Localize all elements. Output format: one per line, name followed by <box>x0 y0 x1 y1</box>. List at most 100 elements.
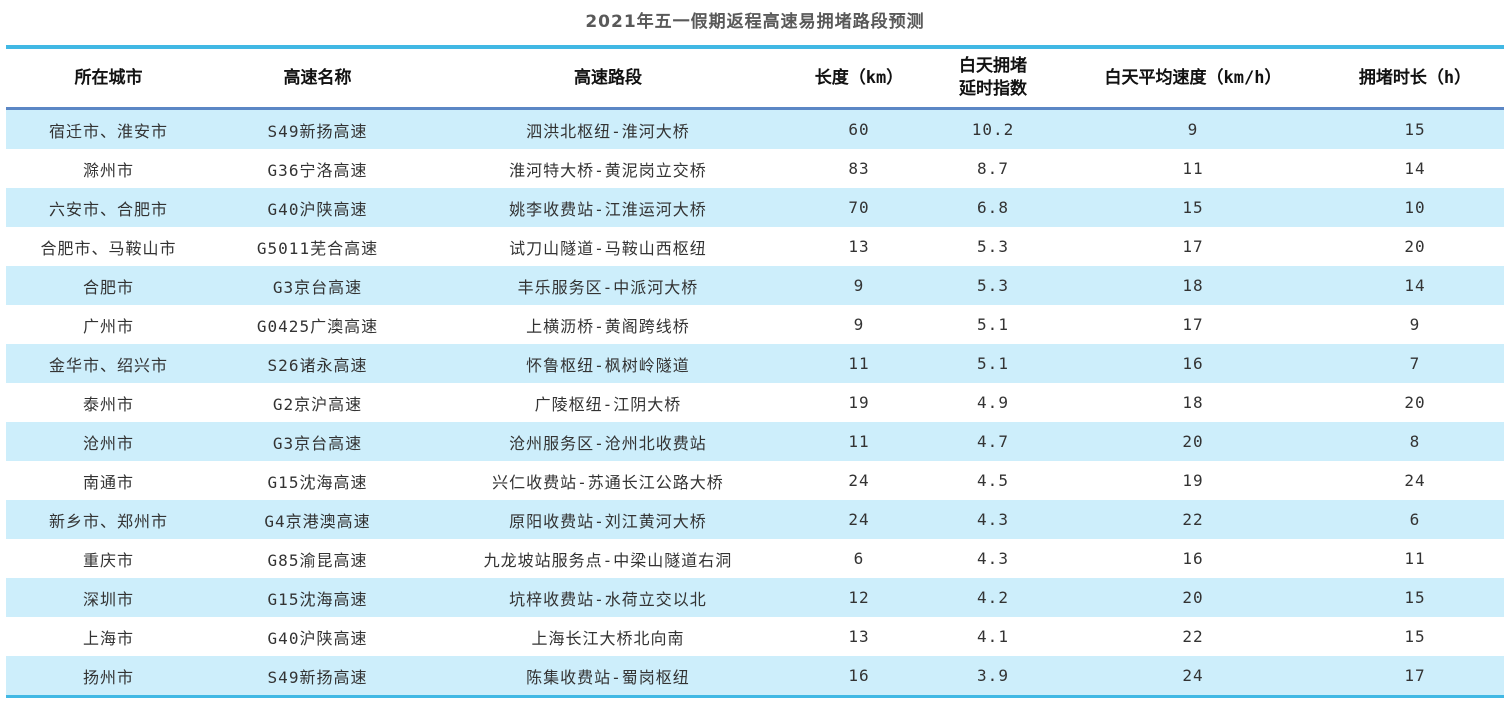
table-row: 滁州市 G36宁洛高速 淮河特大桥-黄泥岗立交桥 83 8.7 11 14 <box>6 149 1504 188</box>
table-cell: 11 <box>1182 159 1204 178</box>
table-cell: 14 <box>1404 159 1426 178</box>
table-cell: G5011芜合高速 <box>256 238 379 258</box>
table-cell: 10 <box>1404 198 1426 217</box>
table-cell: 5.1 <box>977 354 1009 373</box>
table-cell: 深圳市 <box>82 589 134 609</box>
table-cell: 3.9 <box>977 666 1009 685</box>
table-row: 六安市、合肥市 G40沪陕高速 姚李收费站-江淮运河大桥 70 6.8 15 10 <box>6 188 1504 227</box>
table-row: 新乡市、郑州市 G4京港澳高速 原阳收费站-刘江黄河大桥 24 4.3 22 6 <box>6 500 1504 539</box>
table-cell: 13 <box>848 627 870 646</box>
table-cell: G85渝昆高速 <box>267 550 368 570</box>
column-header: 长度（km） <box>814 67 904 88</box>
column-header: 高速名称 <box>283 67 352 88</box>
table-row: 深圳市 G15沈海高速 坑梓收费站-水荷立交以北 12 4.2 20 15 <box>6 578 1504 617</box>
table-cell: 20 <box>1182 588 1204 607</box>
table-cell: 姚李收费站-江淮运河大桥 <box>509 199 707 219</box>
table-cell: 4.7 <box>977 432 1009 451</box>
table-cell: 4.9 <box>977 393 1009 412</box>
table-cell: 沧州服务区-沧州北收费站 <box>509 433 707 453</box>
table-cell: G3京台高速 <box>272 433 363 453</box>
table-row: 沧州市 G3京台高速 沧州服务区-沧州北收费站 11 4.7 20 8 <box>6 422 1504 461</box>
table-cell: 滁州市 <box>82 160 134 180</box>
column-header: 高速路段 <box>574 67 642 88</box>
table-cell: 新乡市、郑州市 <box>48 511 168 531</box>
table-cell: 16 <box>848 666 870 685</box>
table-row: 重庆市 G85渝昆高速 九龙坡站服务点-中梁山隧道右洞 6 4.3 16 11 <box>6 539 1504 578</box>
table-cell: 6 <box>853 549 865 568</box>
table-cell: 9 <box>1187 120 1199 139</box>
table-cell: 六安市、合肥市 <box>48 199 168 219</box>
table-row: 合肥市、马鞍山市 G5011芜合高速 试刀山隧道-马鞍山西枢纽 13 5.3 17 20 <box>6 227 1504 266</box>
page-title: 2021年五一假期返程高速易拥堵路段预测 <box>585 12 925 32</box>
table-cell: 24 <box>1182 666 1204 685</box>
table-cell: 金华市、绍兴市 <box>48 355 168 375</box>
table-cell: 5.1 <box>977 315 1009 334</box>
table-cell: 坑梓收费站-水荷立交以北 <box>509 589 707 609</box>
table-cell: 12 <box>848 588 870 607</box>
table-cell: G2京沪高速 <box>272 394 363 414</box>
column-header: 拥堵时长（h） <box>1358 67 1472 88</box>
table-cell: G15沈海高速 <box>267 589 368 609</box>
table-cell: 9 <box>853 315 865 334</box>
table-cell: 15 <box>1404 120 1426 139</box>
table-cell: 陈集收费站-蜀岗枢纽 <box>526 667 690 687</box>
table-cell: 11 <box>848 432 870 451</box>
table-cell: 沧州市 <box>82 433 134 453</box>
table-cell: 泰州市 <box>82 394 134 414</box>
table-cell: 怀鲁枢纽-枫树岭隧道 <box>526 355 690 375</box>
column-header: 白天拥堵 延时指数 <box>959 56 1027 99</box>
table-cell: S49新扬高速 <box>267 121 368 141</box>
table-cell: G36宁洛高速 <box>267 160 368 180</box>
table-cell: 上横沥桥-黄阁跨线桥 <box>526 316 690 336</box>
table-cell: 24 <box>848 510 870 529</box>
table-cell: 4.1 <box>977 627 1009 646</box>
table-cell: G15沈海高速 <box>267 472 368 492</box>
table-cell: S26诸永高速 <box>267 355 368 375</box>
table-cell: 19 <box>848 393 870 412</box>
table-cell: 24 <box>848 471 870 490</box>
table-cell: 18 <box>1182 393 1204 412</box>
table-row: 宿迁市、淮安市 S49新扬高速 泗洪北枢纽-淮河大桥 60 10.2 9 15 <box>6 108 1504 149</box>
table-cell: 丰乐服务区-中派河大桥 <box>517 277 699 297</box>
table-header: 所在城市 高速名称 高速路段 长度（km） 白天拥堵 延时指数 白天平均速度（km/h） 拥… <box>6 47 1504 109</box>
table-row: 泰州市 G2京沪高速 广陵枢纽-江阴大桥 19 4.9 18 20 <box>6 383 1504 422</box>
congestion-forecast-table: 所在城市 高速名称 高速路段 长度（km） 白天拥堵 延时指数 白天平均速度（km/h） 拥… <box>6 45 1504 698</box>
table-cell: 5.3 <box>977 237 1009 256</box>
column-header: 白天平均速度（km/h） <box>1104 67 1282 88</box>
table-cell: 83 <box>848 159 870 178</box>
table-cell: 11 <box>1404 549 1426 568</box>
table-cell: 9 <box>853 276 865 295</box>
table-row: 扬州市 S49新扬高速 陈集收费站-蜀岗枢纽 16 3.9 24 17 <box>6 656 1504 697</box>
table-cell: 15 <box>1182 198 1204 217</box>
table-cell: 8 <box>1409 432 1421 451</box>
table-cell: G40沪陕高速 <box>267 628 368 648</box>
table-cell: 6.8 <box>977 198 1009 217</box>
table-cell: 17 <box>1404 666 1426 685</box>
table-cell: 14 <box>1404 276 1426 295</box>
table-cell: 10.2 <box>971 120 1015 139</box>
table-cell: 原阳收费站-刘江黄河大桥 <box>509 511 707 531</box>
table-cell: 4.3 <box>977 549 1009 568</box>
table-cell: 兴仁收费站-苏通长江公路大桥 <box>492 472 724 492</box>
table-cell: 泗洪北枢纽-淮河大桥 <box>526 121 690 141</box>
table-cell: 8.7 <box>977 159 1009 178</box>
table-cell: 宿迁市、淮安市 <box>48 121 168 141</box>
table-cell: 6 <box>1409 510 1421 529</box>
table-cell: 20 <box>1404 237 1426 256</box>
table-cell: 19 <box>1182 471 1204 490</box>
table-cell: S49新扬高速 <box>267 667 368 687</box>
table-cell: 17 <box>1182 237 1204 256</box>
table-cell: G40沪陕高速 <box>267 199 368 219</box>
table-cell: 18 <box>1182 276 1204 295</box>
table-cell: 15 <box>1404 588 1426 607</box>
table-cell: 20 <box>1182 432 1204 451</box>
table-row: 合肥市 G3京台高速 丰乐服务区-中派河大桥 9 5.3 18 14 <box>6 266 1504 305</box>
table-cell: 4.2 <box>977 588 1009 607</box>
table-cell: 15 <box>1404 627 1426 646</box>
table-cell: 九龙坡站服务点-中梁山隧道右洞 <box>483 550 733 570</box>
table-cell: 60 <box>848 120 870 139</box>
table-body: 宿迁市、淮安市 S49新扬高速 泗洪北枢纽-淮河大桥 60 10.2 9 15 滁州市 G36宁… <box>6 108 1504 697</box>
table-cell: 20 <box>1404 393 1426 412</box>
table-cell: 合肥市、马鞍山市 <box>40 238 177 258</box>
